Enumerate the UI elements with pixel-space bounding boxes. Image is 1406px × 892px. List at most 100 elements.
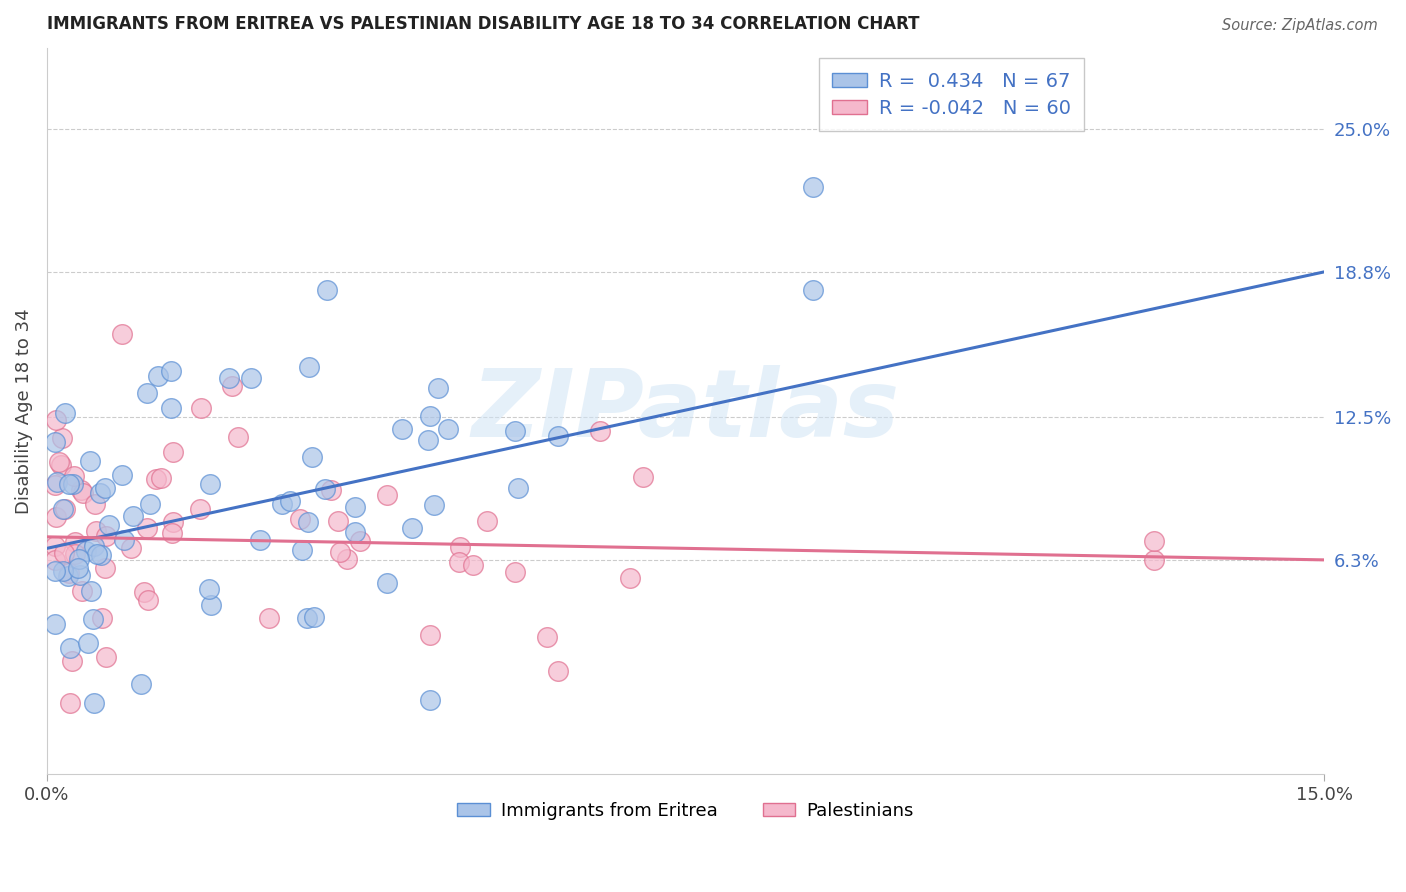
Point [136, 593, 159, 607]
Point [162, 515, 184, 529]
Point [59, 640, 82, 655]
Point [44, 539, 66, 553]
Point [52, 564, 75, 578]
Point [295, 611, 318, 625]
Point [278, 493, 301, 508]
Point [336, 551, 359, 566]
Point [75, 544, 97, 558]
Point [76, 636, 98, 650]
Point [94, 481, 117, 495]
Point [44, 552, 66, 566]
Point [53, 502, 76, 516]
Point [150, 471, 173, 485]
Point [477, 514, 499, 528]
Point [198, 582, 221, 596]
Point [326, 514, 349, 528]
Point [249, 533, 271, 547]
Point [321, 483, 343, 497]
Point [56, 569, 79, 583]
Text: IMMIGRANTS FROM ERITREA VS PALESTINIAN DISABILITY AGE 18 TO 34 CORRELATION CHART: IMMIGRANTS FROM ERITREA VS PALESTINIAN D… [46, 15, 920, 33]
Point [72, 486, 94, 500]
Point [240, 371, 263, 385]
Point [589, 424, 612, 438]
Point [51, 431, 73, 445]
Point [98, 518, 121, 533]
Point [94, 528, 117, 542]
Point [63, 534, 86, 549]
Point [1143, 553, 1166, 567]
Point [111, 327, 134, 342]
Point [53, 406, 76, 420]
Point [82, 612, 104, 626]
Point [290, 512, 312, 526]
Point [49, 458, 72, 472]
Point [447, 555, 470, 569]
Point [145, 472, 167, 486]
Point [51, 501, 73, 516]
Point [44, 564, 66, 578]
Point [83, 540, 105, 554]
Point [190, 401, 212, 416]
Point [377, 575, 399, 590]
Point [503, 424, 526, 438]
Point [162, 445, 184, 459]
Point [343, 524, 366, 539]
Point [48, 455, 70, 469]
Point [139, 497, 162, 511]
Point [188, 502, 211, 516]
Point [58, 477, 80, 491]
Point [83, 498, 105, 512]
Point [69, 567, 91, 582]
Text: Source: ZipAtlas.com: Source: ZipAtlas.com [1222, 18, 1378, 33]
Point [419, 628, 441, 642]
Point [200, 477, 222, 491]
Point [506, 481, 529, 495]
Point [80, 583, 103, 598]
Point [344, 500, 367, 514]
Point [45, 413, 67, 427]
Point [121, 509, 143, 524]
Point [1143, 533, 1166, 548]
Point [84, 524, 107, 538]
Point [93, 561, 115, 575]
Point [60, 654, 83, 668]
Point [146, 368, 169, 383]
Point [63, 468, 86, 483]
Point [79, 454, 101, 468]
Point [45, 475, 67, 489]
Point [70, 483, 93, 497]
Point [67, 551, 90, 566]
Point [59, 696, 82, 710]
Text: ZIPatlas: ZIPatlas [471, 366, 900, 458]
Point [328, 544, 350, 558]
Point [801, 179, 824, 194]
Point [44, 435, 66, 450]
Point [58, 566, 80, 581]
Point [427, 380, 450, 394]
Point [160, 526, 183, 541]
Point [200, 598, 222, 612]
Point [89, 486, 111, 500]
Point [53, 546, 76, 560]
Point [298, 359, 321, 374]
Point [449, 541, 471, 555]
Point [301, 450, 323, 464]
Point [136, 521, 159, 535]
Legend: Immigrants from Eritrea, Palestinians: Immigrants from Eritrea, Palestinians [450, 795, 921, 827]
Point [349, 533, 371, 548]
Point [70, 584, 93, 599]
Point [423, 498, 446, 512]
Point [112, 533, 135, 548]
Point [391, 422, 413, 436]
Point [62, 477, 84, 491]
Point [419, 693, 441, 707]
Point [801, 283, 824, 297]
Point [536, 630, 558, 644]
Point [221, 379, 243, 393]
Point [291, 542, 314, 557]
Point [44, 478, 66, 492]
Point [45, 509, 67, 524]
Point [160, 364, 183, 378]
Point [94, 649, 117, 664]
Point [297, 515, 319, 529]
